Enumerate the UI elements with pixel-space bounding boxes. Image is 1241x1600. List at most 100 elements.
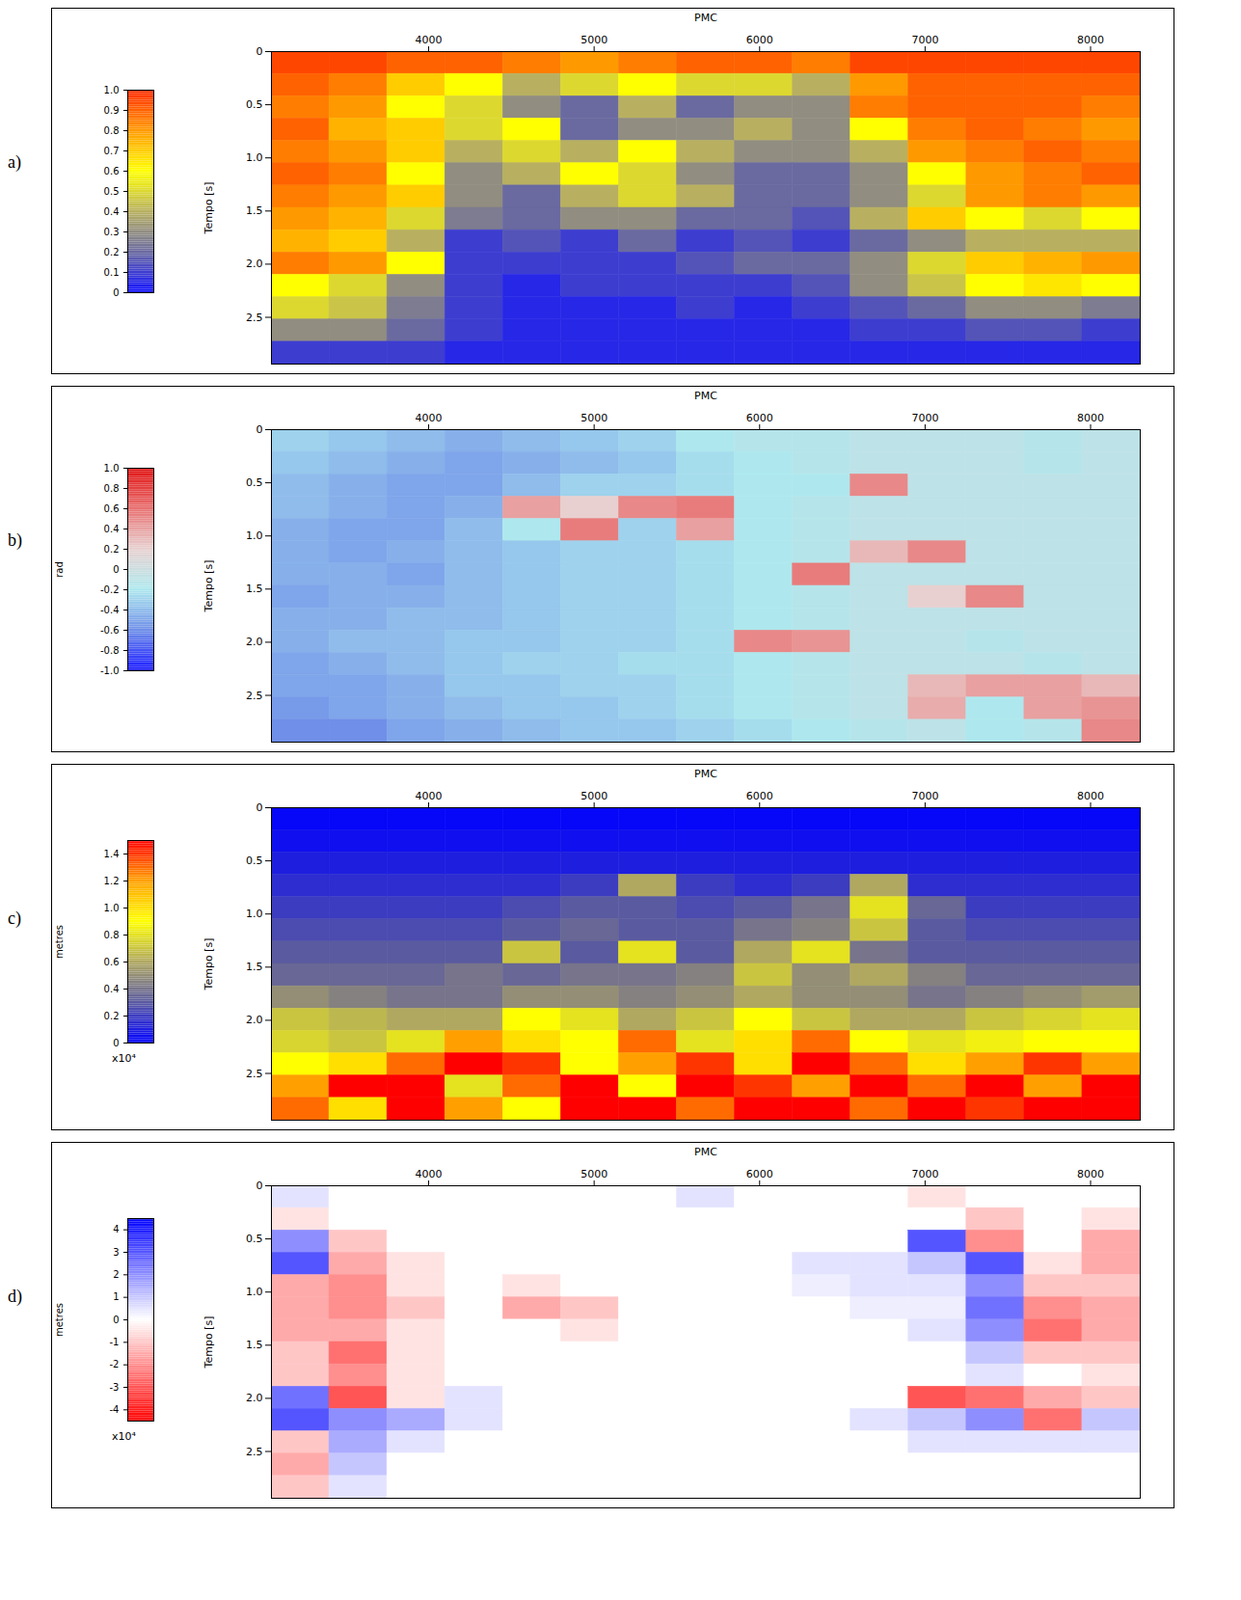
svg-text:0: 0 (256, 1179, 264, 1192)
svg-text:-0.4: -0.4 (100, 604, 120, 616)
svg-text:0.6: 0.6 (104, 503, 120, 514)
svg-text:-0.6: -0.6 (100, 624, 120, 636)
svg-text:metres: metres (53, 1301, 65, 1336)
svg-text:PMC: PMC (694, 389, 718, 403)
svg-text:1.0: 1.0 (245, 151, 264, 164)
svg-text:7000: 7000 (911, 33, 939, 47)
svg-text:0: 0 (112, 564, 119, 575)
svg-text:0.4: 0.4 (104, 982, 120, 994)
html-text:a): a) (7, 152, 22, 172)
svg-text:2.0: 2.0 (245, 257, 264, 270)
svg-text:-4: -4 (109, 1403, 120, 1415)
svg-text:0: 0 (256, 423, 264, 436)
svg-text:1.0: 1.0 (245, 529, 264, 542)
svg-text:0.9: 0.9 (104, 105, 120, 116)
svg-text:Tempo [s]: Tempo [s] (202, 182, 216, 236)
svg-text:4000: 4000 (415, 789, 443, 803)
html-text:x10⁴: x10⁴ (111, 1051, 136, 1065)
svg-text:6000: 6000 (746, 1167, 774, 1181)
svg-text:0.5: 0.5 (245, 98, 264, 111)
svg-text:4000: 4000 (415, 1167, 443, 1181)
svg-text:6000: 6000 (746, 411, 774, 425)
svg-text:PMC: PMC (694, 767, 718, 781)
svg-text:6000: 6000 (746, 789, 774, 803)
svg-text:Tempo [s]: Tempo [s] (202, 938, 216, 992)
svg-text:0.2: 0.2 (104, 1009, 120, 1021)
svg-text:2.0: 2.0 (245, 1013, 264, 1026)
svg-text:0.4: 0.4 (104, 206, 120, 217)
svg-text:Tempo [s]: Tempo [s] (202, 560, 216, 614)
svg-text:5000: 5000 (580, 1167, 608, 1181)
svg-text:0.2: 0.2 (104, 543, 120, 555)
svg-text:metres: metres (53, 923, 65, 958)
svg-text:0.6: 0.6 (104, 955, 120, 967)
svg-text:-0.2: -0.2 (100, 584, 120, 595)
svg-text:0.7: 0.7 (104, 145, 120, 157)
svg-text:2.0: 2.0 (245, 1391, 264, 1404)
svg-text:0.5: 0.5 (245, 1232, 264, 1245)
svg-text:PMC: PMC (694, 11, 718, 25)
svg-text:4000: 4000 (415, 411, 443, 425)
svg-text:1.5: 1.5 (245, 960, 264, 973)
svg-text:0.8: 0.8 (104, 928, 120, 940)
svg-text:0: 0 (256, 45, 264, 58)
svg-text:0.5: 0.5 (104, 186, 120, 197)
svg-text:0.4: 0.4 (104, 523, 120, 535)
html-text:d): d) (7, 1286, 23, 1306)
svg-text:0.3: 0.3 (104, 226, 120, 238)
svg-text:2.5: 2.5 (245, 1445, 264, 1458)
svg-text:6000: 6000 (746, 33, 774, 47)
svg-text:1.0: 1.0 (104, 462, 120, 474)
svg-text:7000: 7000 (911, 411, 939, 425)
svg-text:1.0: 1.0 (245, 1285, 264, 1298)
svg-text:0.8: 0.8 (104, 483, 120, 494)
svg-text:5000: 5000 (580, 33, 608, 47)
svg-text:1.5: 1.5 (245, 204, 264, 217)
svg-text:0: 0 (112, 1313, 119, 1324)
svg-text:-2: -2 (109, 1358, 120, 1370)
svg-text:1.4: 1.4 (104, 847, 120, 859)
svg-text:0.2: 0.2 (104, 246, 120, 258)
svg-text:1.0: 1.0 (104, 84, 120, 96)
svg-text:0: 0 (112, 287, 119, 298)
svg-text:rad: rad (53, 561, 65, 578)
svg-text:0.5: 0.5 (245, 854, 264, 867)
svg-text:8000: 8000 (1077, 33, 1105, 47)
svg-text:2.5: 2.5 (245, 1067, 264, 1080)
svg-text:5000: 5000 (580, 789, 608, 803)
svg-text:0: 0 (256, 801, 264, 814)
html-text:x10⁴: x10⁴ (111, 1429, 136, 1443)
svg-text:2.0: 2.0 (245, 635, 264, 648)
svg-text:7000: 7000 (911, 1167, 939, 1181)
svg-text:-3: -3 (109, 1380, 120, 1392)
svg-text:1.5: 1.5 (245, 1338, 264, 1351)
svg-text:1.5: 1.5 (245, 582, 264, 595)
svg-text:2.5: 2.5 (245, 689, 264, 702)
svg-text:-1: -1 (109, 1336, 120, 1348)
svg-text:-0.8: -0.8 (100, 645, 120, 656)
html-text:b): b) (7, 530, 23, 550)
svg-text:1.0: 1.0 (245, 907, 264, 920)
svg-text:8000: 8000 (1077, 411, 1105, 425)
svg-text:7000: 7000 (911, 789, 939, 803)
svg-text:1.2: 1.2 (104, 874, 120, 886)
svg-text:8000: 8000 (1077, 789, 1105, 803)
svg-text:Tempo [s]: Tempo [s] (202, 1316, 216, 1370)
svg-text:0.5: 0.5 (245, 476, 264, 489)
svg-text:4: 4 (112, 1223, 119, 1235)
svg-text:0.8: 0.8 (104, 125, 120, 136)
svg-text:PMC: PMC (694, 1145, 718, 1159)
svg-text:1.0: 1.0 (104, 901, 120, 913)
html-text:c): c) (7, 908, 22, 928)
svg-text:8000: 8000 (1077, 1167, 1105, 1181)
svg-text:3: 3 (112, 1245, 119, 1257)
svg-text:5000: 5000 (580, 411, 608, 425)
svg-text:2: 2 (112, 1268, 119, 1280)
svg-text:0.1: 0.1 (104, 267, 120, 278)
svg-text:2.5: 2.5 (245, 311, 264, 324)
svg-text:4000: 4000 (415, 33, 443, 47)
svg-text:0: 0 (112, 1036, 119, 1048)
svg-text:-1.0: -1.0 (100, 665, 120, 676)
svg-text:1: 1 (112, 1291, 119, 1302)
svg-text:0.6: 0.6 (104, 165, 120, 177)
